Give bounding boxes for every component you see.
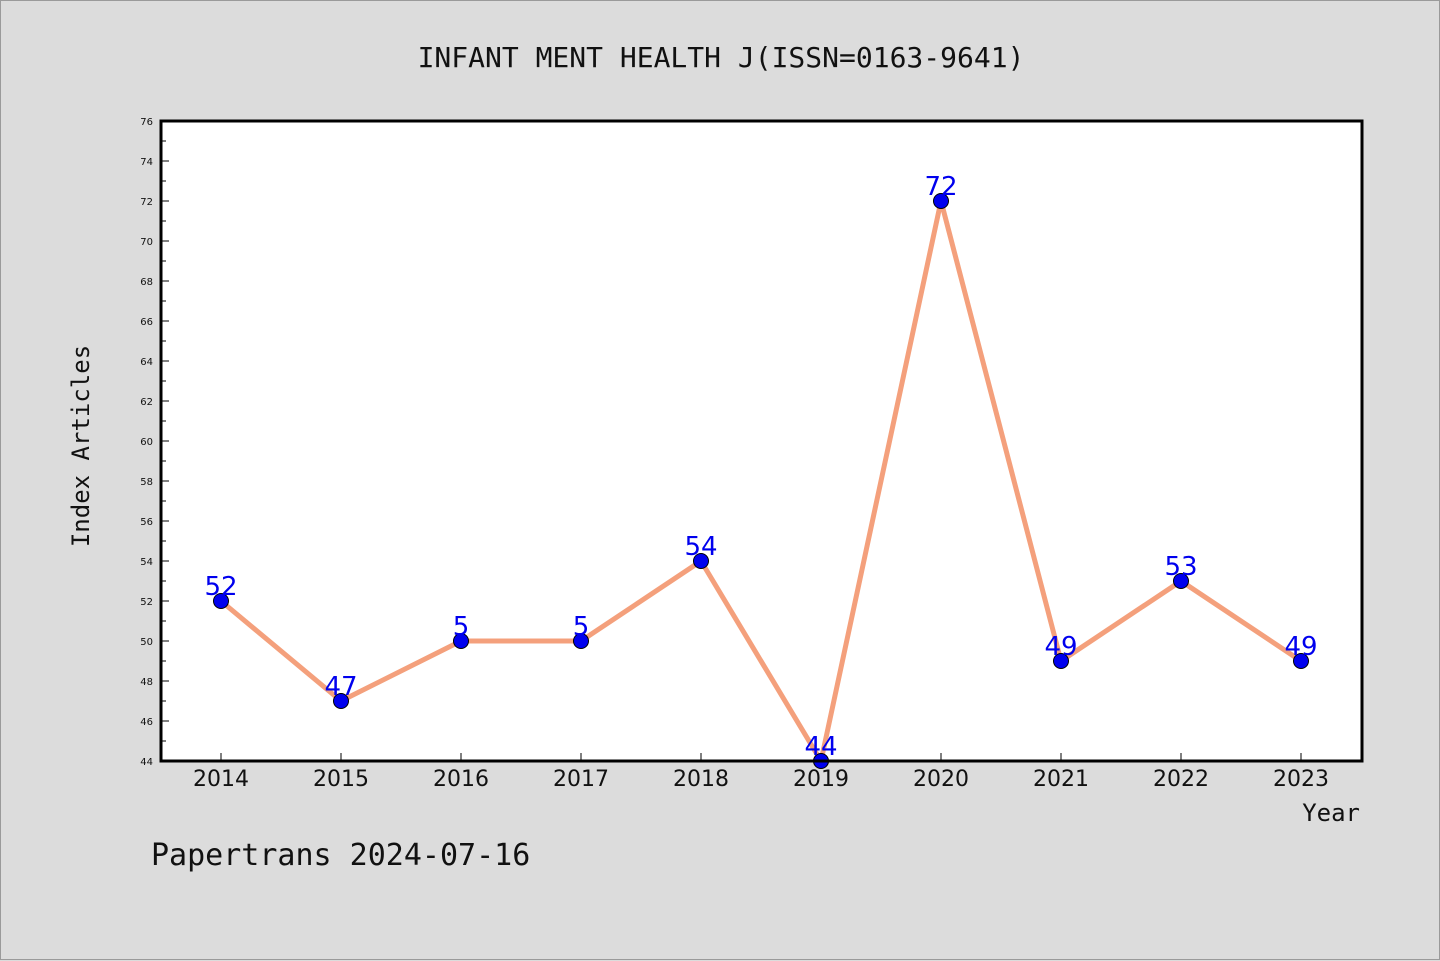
y-tick-label: 72 <box>140 197 153 208</box>
y-tick-label: 44 <box>140 757 153 768</box>
data-label: 52 <box>204 572 237 602</box>
y-tick-label: 46 <box>140 717 153 728</box>
x-tick-label: 2016 <box>433 767 489 792</box>
y-tick-label: 54 <box>140 557 153 568</box>
y-tick-label: 68 <box>140 277 153 288</box>
chart-title: INFANT MENT HEALTH J(ISSN=0163-9641) <box>418 41 1025 74</box>
data-point <box>333 693 349 709</box>
x-tick-label: 2022 <box>1153 767 1209 792</box>
data-label: 5 <box>573 612 590 642</box>
data-label: 5 <box>453 612 470 642</box>
data-point <box>1053 653 1069 669</box>
x-tick-label: 2018 <box>673 767 729 792</box>
data-point <box>1173 573 1189 589</box>
y-tick-label: 74 <box>140 157 153 168</box>
x-tick-label: 2019 <box>793 767 849 792</box>
y-tick-label: 76 <box>140 117 153 128</box>
y-tick-label: 60 <box>140 437 153 448</box>
x-tick-label: 2023 <box>1273 767 1329 792</box>
data-point <box>1293 653 1309 669</box>
data-labels: 52 47 5 5 54 44 72 49 53 49 <box>204 172 1317 762</box>
x-tick-label: 2017 <box>553 767 609 792</box>
plot-border <box>159 119 1364 763</box>
data-label: 49 <box>1284 632 1317 662</box>
data-label: 44 <box>804 732 837 762</box>
y-tick-label: 64 <box>140 357 153 368</box>
data-point <box>453 633 469 649</box>
y-tick-label: 56 <box>140 517 153 528</box>
y-tick-label: 52 <box>140 597 153 608</box>
x-tick-label: 2020 <box>913 767 969 792</box>
series-line <box>219 198 1303 764</box>
data-point <box>693 553 709 569</box>
y-tick-label: 58 <box>140 477 153 488</box>
data-point <box>213 593 229 609</box>
x-axis-ticks: 2014 2015 2016 2017 2018 2019 2020 2021 2022 2023 <box>193 753 1329 792</box>
y-tick-label: 50 <box>140 637 153 648</box>
footer-credit: Papertrans 2024-07-16 <box>151 838 530 873</box>
data-point <box>573 633 589 649</box>
x-tick-label: 2015 <box>313 767 369 792</box>
y-tick-label: 62 <box>140 397 153 408</box>
y-tick-label: 48 <box>140 677 153 688</box>
y-tick-label: 70 <box>140 237 153 248</box>
data-label: 47 <box>324 672 357 702</box>
plot-area <box>161 121 1362 761</box>
y-axis-ticks: 44 46 48 50 52 54 56 58 60 62 64 66 68 70 72 74 76 <box>140 117 169 768</box>
x-tick-label: 2021 <box>1033 767 1089 792</box>
x-tick-label: 2014 <box>193 767 249 792</box>
data-label: 72 <box>924 172 957 202</box>
y-axis-title: Index Articles <box>67 345 95 547</box>
data-point <box>933 193 949 209</box>
data-label: 49 <box>1044 632 1077 662</box>
data-markers <box>213 193 1309 769</box>
data-label: 54 <box>684 532 717 562</box>
y-tick-label: 66 <box>140 317 153 328</box>
x-axis-title: Year <box>1302 799 1360 827</box>
data-label: 53 <box>1164 552 1197 582</box>
